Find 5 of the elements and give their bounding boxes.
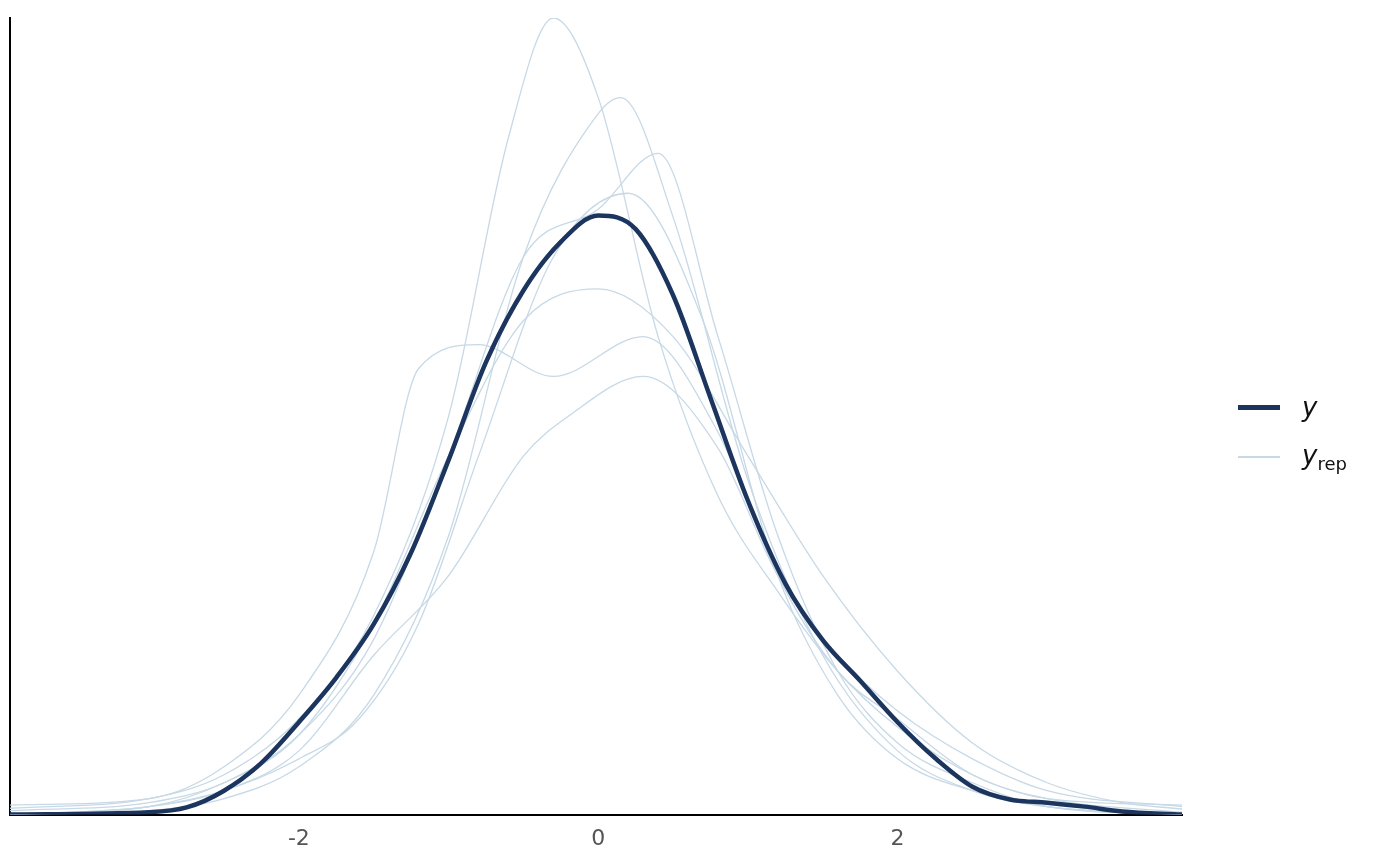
legend-label: y [1302,392,1318,422]
legend-label: y$_{rep}$ [1302,439,1347,475]
x-tick-label: 2 [890,824,905,850]
x-tick-label: -2 [287,824,310,850]
x-tick-label: 0 [591,824,606,850]
